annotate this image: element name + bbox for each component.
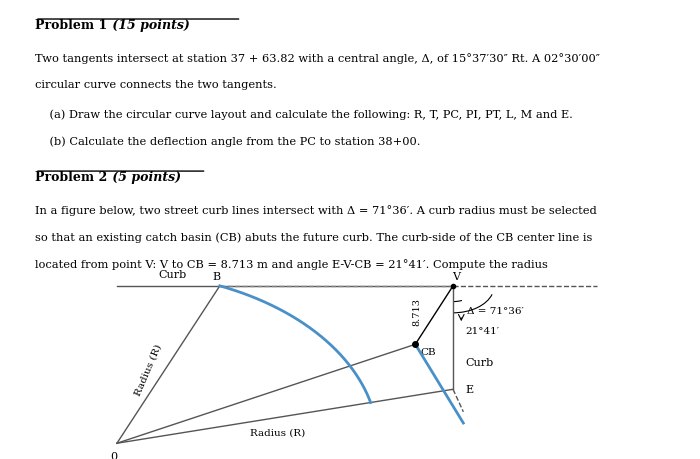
Text: 0: 0 [110,451,117,459]
Text: 21°41′: 21°41′ [466,327,500,336]
Text: B: B [212,272,220,282]
Text: V: V [452,272,461,282]
Text: Radius (R): Radius (R) [251,428,306,437]
Text: Problem 2: Problem 2 [35,170,107,183]
Text: (15 points): (15 points) [108,19,190,32]
Text: In a figure below, two street curb lines intersect with Δ = 71°36′. A curb radiu: In a figure below, two street curb lines… [35,205,596,216]
Text: circular curve connects the two tangents.: circular curve connects the two tangents… [35,80,276,90]
Text: 8.713: 8.713 [412,297,421,325]
Text: so that an existing catch basin (CB) abuts the future curb. The curb-side of the: so that an existing catch basin (CB) abu… [35,232,592,242]
Text: (5 points): (5 points) [108,170,181,183]
Text: E: E [466,385,473,394]
Text: CB: CB [421,347,436,356]
Text: (a) Draw the circular curve layout and calculate the following: R, T, PC, PI, PT: (a) Draw the circular curve layout and c… [35,109,573,120]
Text: Curb: Curb [466,358,493,368]
Text: Problem 1: Problem 1 [35,19,107,32]
Text: Δ = 71°36′: Δ = 71°36′ [467,307,524,315]
Text: located from point V: V to CB = 8.713 m and angle E-V-CB = 21°41′. Compute the r: located from point V: V to CB = 8.713 m … [35,258,548,269]
Text: (b) Calculate the deflection angle from the PC to station 38+00.: (b) Calculate the deflection angle from … [35,136,421,146]
Text: Curb: Curb [158,269,186,280]
Text: Two tangents intersect at station 37 + 63.82 with a central angle, Δ, of 15°37′3: Two tangents intersect at station 37 + 6… [35,53,600,64]
Text: Radius (R): Radius (R) [133,342,163,396]
